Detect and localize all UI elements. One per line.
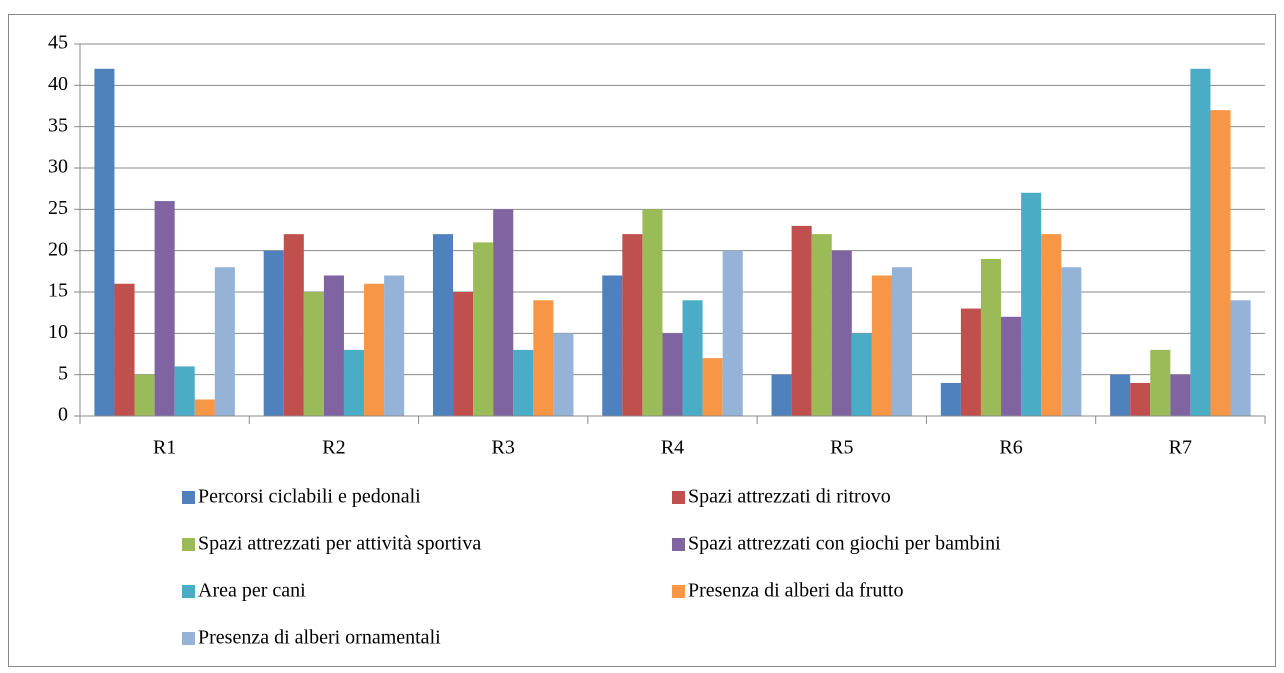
bar [1230,300,1251,416]
x-tick-label: R6 [999,437,1022,459]
legend-label: Percorsi ciclabili e pedonali [198,486,421,508]
bar [1130,382,1151,416]
bar [323,275,344,416]
bar [1021,192,1042,416]
y-tick-label: 5 [58,362,68,384]
bar [1150,349,1171,416]
bar [114,283,135,416]
bar [871,275,892,416]
legend-swatch [182,585,195,598]
legend-swatch [182,491,195,504]
bar [891,267,913,416]
legend-swatch [672,491,685,504]
bar [642,209,663,416]
legend-label: Area per cani [198,580,306,602]
y-tick-label: 0 [58,404,68,426]
bar [682,300,703,416]
bar [453,292,474,416]
bar [214,267,235,416]
legend-label: Spazi attrezzati con giochi per bambini [688,533,1001,555]
bar [771,374,792,416]
bar [851,333,872,416]
bar [493,209,514,416]
bar [513,349,534,416]
bar [1210,110,1231,416]
bar [622,234,643,416]
x-tick-label: R1 [153,437,176,459]
bar [702,358,723,416]
bar [791,225,812,416]
bar [194,399,215,416]
x-tick-label: R5 [830,437,853,459]
bar [831,250,852,416]
bar [722,250,743,416]
bar [960,308,981,416]
bar [1170,374,1191,416]
legend-swatch [182,538,195,551]
bar [1041,234,1062,416]
x-tick-label: R4 [661,437,684,459]
bar [94,68,115,417]
bar [1001,316,1022,416]
bar [134,374,155,416]
y-tick-label: 35 [48,114,68,136]
bar [473,242,494,416]
bar [174,366,195,416]
x-tick-label: R7 [1169,437,1192,459]
bar [283,234,304,416]
bar [432,234,454,416]
y-tick-label: 45 [48,32,68,54]
y-tick-label: 25 [48,197,68,219]
legend-swatch [672,538,685,551]
bar [303,292,324,416]
y-tick-label: 30 [48,156,68,178]
bar [1110,374,1131,416]
bar [553,333,574,416]
legend-label: Presenza di alberi da frutto [688,580,903,602]
bar [533,300,554,416]
x-tick-label: R3 [492,437,515,459]
bar [384,275,405,416]
bar [662,333,683,416]
y-tick-label: 10 [48,321,68,343]
bar [364,283,385,416]
bar [811,234,832,416]
bar [980,258,1002,416]
legend-swatch [182,632,195,645]
y-tick-label: 20 [48,238,68,260]
y-tick-label: 15 [48,280,68,302]
y-tick-label: 40 [48,73,68,95]
bar [1190,68,1211,417]
x-tick-label: R2 [322,437,345,459]
bar [154,201,175,416]
bar [263,250,284,416]
legend-label: Spazi attrezzati per attività sportiva [198,533,481,555]
bar [940,382,961,416]
legend-swatch [672,585,685,598]
legend-label: Presenza di alberi ornamentali [198,627,441,649]
bar [343,349,365,416]
legend-label: Spazi attrezzati di ritrovo [688,486,891,508]
bar [1061,267,1082,416]
bar [602,275,623,416]
